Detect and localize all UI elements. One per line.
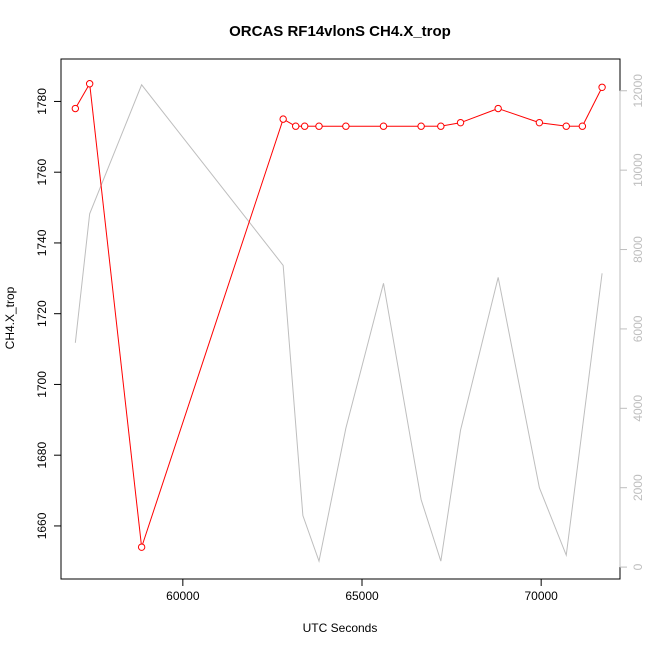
chart-title: ORCAS RF14vlonS CH4.X_trop: [229, 23, 451, 40]
y-left-tick-label: 1680: [35, 442, 49, 469]
y-right-tick-label: 12000: [631, 74, 645, 108]
series-line: [74, 83, 603, 564]
data-point: [379, 122, 388, 130]
series-segment: [583, 89, 602, 124]
series-segment: [542, 122, 564, 127]
data-point: [292, 122, 300, 130]
series-segment: [463, 109, 496, 123]
data-point: [437, 122, 445, 130]
y-left-tick-label: 1660: [35, 512, 49, 539]
y-right-tick-label: 4000: [631, 395, 645, 422]
y-left-tick-label: 1740: [35, 229, 49, 256]
series-segment: [443, 122, 458, 127]
secondary-series: [74, 83, 603, 564]
data-point: [137, 543, 146, 551]
data-point: [85, 80, 94, 88]
series-segment: [89, 86, 142, 545]
y-left-tick-label: 1700: [35, 371, 49, 398]
series-segment: [285, 120, 294, 126]
y-axis-label: CH4.X_trop: [3, 286, 17, 349]
series-segment: [501, 109, 537, 123]
y-right-tick-label: 8000: [631, 236, 645, 263]
y-right-tick-label: 2000: [631, 474, 645, 501]
data-point: [417, 122, 425, 130]
series-segment: [76, 86, 89, 107]
x-tick-label: 65000: [345, 589, 379, 603]
data-point: [71, 104, 80, 113]
data-point: [342, 122, 350, 130]
data-point: [300, 122, 309, 130]
y-left-tick-label: 1720: [35, 300, 49, 327]
data-point: [562, 122, 570, 130]
data-point: [598, 83, 606, 91]
x-axis-label: UTC Seconds: [303, 621, 378, 635]
x-tick-label: 60000: [166, 589, 200, 603]
primary-series: [71, 80, 606, 551]
series-segment: [142, 122, 283, 545]
y-left-tick-label: 1760: [35, 159, 49, 186]
data-point: [578, 122, 587, 130]
y-right-tick-label: 10000: [631, 153, 645, 187]
data-point: [535, 118, 544, 127]
data-point: [494, 104, 502, 113]
data-point: [456, 118, 465, 127]
x-tick-label: 70000: [524, 589, 558, 603]
axes: 60000 65000 700001660168017001720174017601…: [35, 74, 645, 603]
series-layer: [71, 80, 606, 564]
data-point: [279, 115, 287, 123]
y-right-tick-label: 6000: [631, 315, 645, 342]
y-right-tick-label: 0: [631, 563, 645, 570]
y-left-tick-label: 1780: [35, 88, 49, 115]
data-point: [315, 122, 323, 130]
